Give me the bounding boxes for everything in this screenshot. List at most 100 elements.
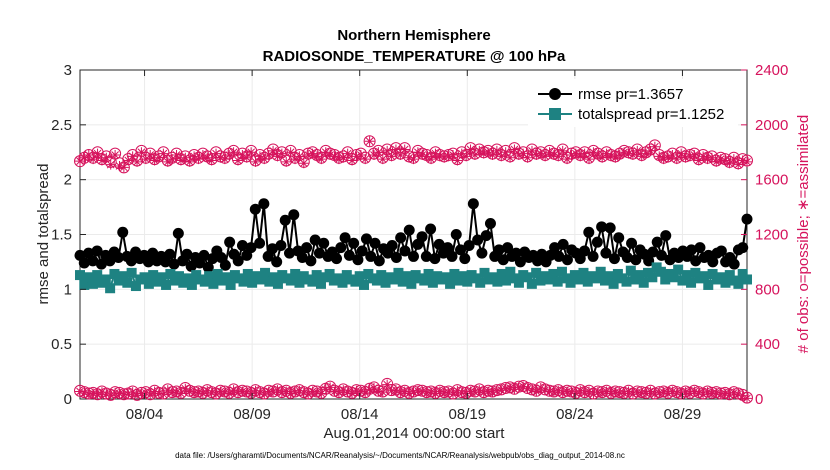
rmse-point xyxy=(694,242,706,254)
count-point-assimilated xyxy=(689,149,700,160)
count-point-assimilated xyxy=(742,393,752,404)
count-point-assimilated xyxy=(254,387,265,398)
count-point-assimilated xyxy=(645,145,656,156)
count-point-assimilated xyxy=(605,151,616,162)
count-point-assimilated xyxy=(395,387,406,398)
count-point-assimilated xyxy=(570,148,581,159)
rmse-point xyxy=(502,242,514,254)
count-point-assimilated xyxy=(294,151,305,162)
count-point-assimilated xyxy=(526,145,537,156)
rmse-point xyxy=(125,255,137,267)
rmse-point xyxy=(591,236,603,248)
rmse-point xyxy=(104,255,116,267)
legend-marker-rmse xyxy=(549,88,561,100)
totalspread-point xyxy=(337,277,348,288)
rmse-point xyxy=(420,250,432,262)
count-point-assimilated xyxy=(610,387,621,398)
count-point-assimilated xyxy=(474,385,485,396)
totalspread-point xyxy=(238,276,249,287)
y-tick-label: 0 xyxy=(64,391,72,408)
totalspread-point xyxy=(582,276,593,287)
count-point-assimilated xyxy=(483,386,494,397)
count-point-assimilated xyxy=(623,148,634,159)
count-point-assimilated xyxy=(75,156,85,167)
count-point-assimilated xyxy=(202,385,213,396)
count-point-assimilated xyxy=(259,389,270,400)
rmse-point xyxy=(553,250,565,262)
count-point-assimilated xyxy=(193,154,204,165)
count-point-assimilated xyxy=(237,149,248,160)
rmse-point xyxy=(450,229,462,240)
rmse-point xyxy=(561,254,573,266)
totalspread-point xyxy=(655,266,666,277)
rmse-point xyxy=(284,247,296,259)
rmse-point xyxy=(360,233,372,245)
totalspread-point xyxy=(389,274,400,285)
count-point-assimilated xyxy=(206,387,217,398)
count-point-assimilated xyxy=(728,387,739,398)
count-point-assimilated xyxy=(382,379,393,390)
count-point-assimilated xyxy=(557,145,568,156)
count-point-assimilated xyxy=(202,152,213,163)
count-point-assimilated xyxy=(597,152,608,163)
totalspread-point xyxy=(724,270,735,281)
count-point-assimilated xyxy=(83,389,94,400)
rmse-point xyxy=(416,231,428,243)
count-point-assimilated xyxy=(553,385,564,396)
totalspread-point xyxy=(698,271,709,282)
totalspread-point xyxy=(742,274,752,285)
rmse-point xyxy=(245,242,257,254)
totalspread-point xyxy=(393,267,404,278)
rmse-point xyxy=(356,245,368,257)
count-point-assimilated xyxy=(737,390,748,401)
count-point-assimilated xyxy=(518,381,529,392)
count-point-assimilated xyxy=(636,387,647,398)
count-point-assimilated xyxy=(562,386,573,397)
totalspread-point xyxy=(126,267,137,278)
count-point-assimilated xyxy=(395,149,406,160)
totalspread-point xyxy=(199,276,210,287)
count-point-assimilated xyxy=(548,387,559,398)
rmse-point xyxy=(254,237,266,249)
rmse-point xyxy=(647,246,659,258)
count-point-assimilated xyxy=(684,388,695,399)
count-point-assimilated xyxy=(110,387,121,398)
count-point-assimilated xyxy=(641,148,652,159)
count-point-assimilated xyxy=(281,156,292,167)
totalspread-point xyxy=(647,272,658,283)
count-point-assimilated xyxy=(162,156,173,167)
count-point-assimilated xyxy=(500,383,511,394)
rmse-point xyxy=(78,257,90,269)
y-tick-label: 1 xyxy=(64,281,72,298)
count-point-assimilated xyxy=(351,151,362,162)
rmse-point xyxy=(497,254,509,266)
totalspread-point xyxy=(565,277,576,288)
rmse-point xyxy=(386,239,398,251)
count-point-assimilated xyxy=(505,152,516,163)
legend: rmse pr=1.3657 totalspread pr=1.1252 xyxy=(528,79,738,127)
count-point-assimilated xyxy=(649,389,660,400)
rmse-point xyxy=(510,247,522,259)
totalspread-point xyxy=(100,274,111,285)
count-point-assimilated xyxy=(733,389,744,400)
rmse-point xyxy=(395,232,407,244)
count-point-assimilated xyxy=(342,387,353,398)
count-point-assimilated xyxy=(430,148,441,159)
y2-tick-label: 400 xyxy=(755,336,780,353)
count-point-assimilated xyxy=(649,141,660,152)
rmse-point xyxy=(728,258,740,270)
x-tick-label: 08/09 xyxy=(233,406,271,423)
count-point-assimilated xyxy=(184,156,195,167)
rmse-point xyxy=(651,236,663,248)
count-point-assimilated xyxy=(663,388,674,399)
count-point-assimilated xyxy=(689,386,700,397)
y2-tick-label: 2000 xyxy=(755,117,788,134)
totalspread-point xyxy=(260,267,271,278)
count-point-assimilated xyxy=(698,151,709,162)
rmse-point xyxy=(279,214,291,226)
rmse-point xyxy=(275,239,287,251)
rmse-point xyxy=(630,254,642,266)
count-point-assimilated xyxy=(333,154,344,165)
rmse-point xyxy=(621,252,633,264)
count-point-assimilated xyxy=(663,152,674,163)
